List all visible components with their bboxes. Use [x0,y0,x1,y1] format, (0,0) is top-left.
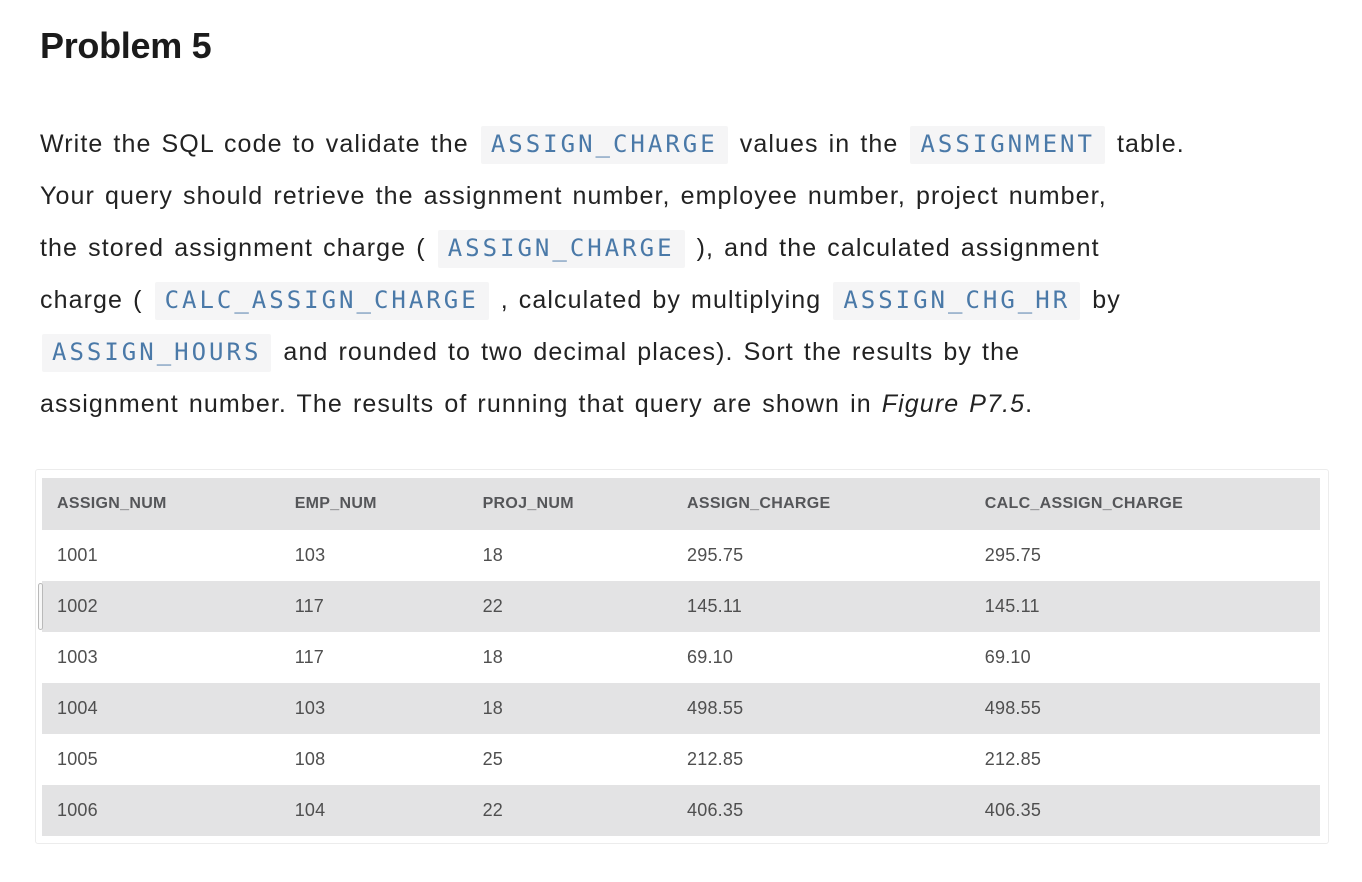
text-run: and rounded to two decimal places). Sort… [273,338,1021,366]
text-run: the stored assignment charge ( [40,234,436,262]
text-run: Your query should retrieve the assignmen… [40,182,1107,210]
table-row: 1003 117 18 69.10 69.10 [42,632,1320,683]
table-cell: 69.10 [687,647,734,667]
problem-paragraph: Write the SQL code to validate the ASSIG… [40,118,1324,430]
table-cell: 103 [294,545,326,565]
table-cell: 18 [482,647,503,667]
inline-code: ASSIGN_HOURS [42,334,272,372]
table-body: 1001 103 18 295.75 295.75 1002 117 22 145.11 145.… [42,530,1320,836]
table-cell: 295.75 [984,545,1042,565]
inline-code: ASSIGNMENT [910,126,1105,164]
page-title: Problem 5 [40,25,212,66]
table-cell: 22 [482,800,503,820]
text-run: . [1025,390,1034,418]
table-cell: 22 [482,596,503,616]
column-header: PROJ_NUM [467,478,673,530]
text-run: table. [1106,130,1185,158]
scrollbar-thumb[interactable] [38,583,43,630]
table-cell: 69.10 [984,647,1031,667]
table-cell: 1006 [57,800,98,820]
table-cell: 498.55 [687,698,744,718]
table-cell: 117 [294,596,324,616]
text-run: ), and the calculated assignment [686,234,1100,262]
paragraph-line: Write the SQL code to validate the ASSIG… [40,118,1324,170]
table-cell: 498.55 [984,698,1042,718]
table-cell: 295.75 [687,545,744,565]
text-run: by [1082,286,1121,314]
inline-code: CALC_ASSIGN_CHARGE [154,282,489,320]
text-run: , calculated by multiplying [490,286,832,314]
paragraph-line: charge ( CALC_ASSIGN_CHARGE , calculated… [40,274,1324,326]
column-header: ASSIGN_CHARGE [672,478,970,530]
table-cell: 25 [482,749,503,769]
text-run: charge ( [40,286,153,314]
results-table-container: ASSIGN_NUM EMP_NUM PROJ_NUM ASSIGN_CHARGE CA… [35,469,1329,844]
paragraph-line: Your query should retrieve the assignmen… [40,170,1324,222]
table-row: 1002 117 22 145.11 145.11 [42,581,1320,632]
table-cell: 406.35 [984,800,1042,820]
table-cell: 18 [482,698,503,718]
table-cell: 108 [294,749,326,769]
table-cell: 212.85 [984,749,1042,769]
inline-code: ASSIGN_CHARGE [480,126,728,164]
table-cell: 1004 [57,698,98,718]
text-run: Write the SQL code to validate the [40,130,479,158]
paragraph-line: assignment number. The results of runnin… [40,378,1324,430]
table-cell: 145.11 [687,596,742,616]
results-table: ASSIGN_NUM EMP_NUM PROJ_NUM ASSIGN_CHARGE CA… [42,478,1320,836]
table-cell: 103 [294,698,326,718]
table-cell: 145.11 [984,596,1040,616]
table-cell: 212.85 [687,749,744,769]
inline-code: ASSIGN_CHG_HR [833,282,1081,320]
table-header-row: ASSIGN_NUM EMP_NUM PROJ_NUM ASSIGN_CHARGE CA… [42,478,1320,530]
table-cell: 18 [482,545,503,565]
text-run: values in the [729,130,909,158]
problem-page: Problem 5 Write the SQL code to validate… [35,25,1329,844]
table-row: 1001 103 18 295.75 295.75 [42,530,1320,581]
column-header: CALC_ASSIGN_CHARGE [969,478,1320,530]
table-cell: 104 [294,800,326,820]
table-cell: 1003 [57,647,98,667]
figure-reference: Figure P7.5 [881,390,1026,418]
column-header: EMP_NUM [279,478,468,530]
table-cell: 1001 [57,545,98,565]
inline-code: ASSIGN_CHARGE [437,230,685,268]
paragraph-line: the stored assignment charge ( ASSIGN_CH… [40,222,1324,274]
table-row: 1004 103 18 498.55 498.55 [42,683,1320,734]
table-cell: 406.35 [687,800,744,820]
table-cell: 1002 [57,596,98,616]
table-cell: 1005 [57,749,98,769]
table-row: 1005 108 25 212.85 212.85 [42,734,1320,785]
column-header: ASSIGN_NUM [42,478,280,530]
table-row: 1006 104 22 406.35 406.35 [42,785,1320,836]
table-cell: 117 [294,647,324,667]
paragraph-line: ASSIGN_HOURS and rounded to two decimal … [40,326,1324,378]
text-run: assignment number. The results of runnin… [40,390,882,418]
